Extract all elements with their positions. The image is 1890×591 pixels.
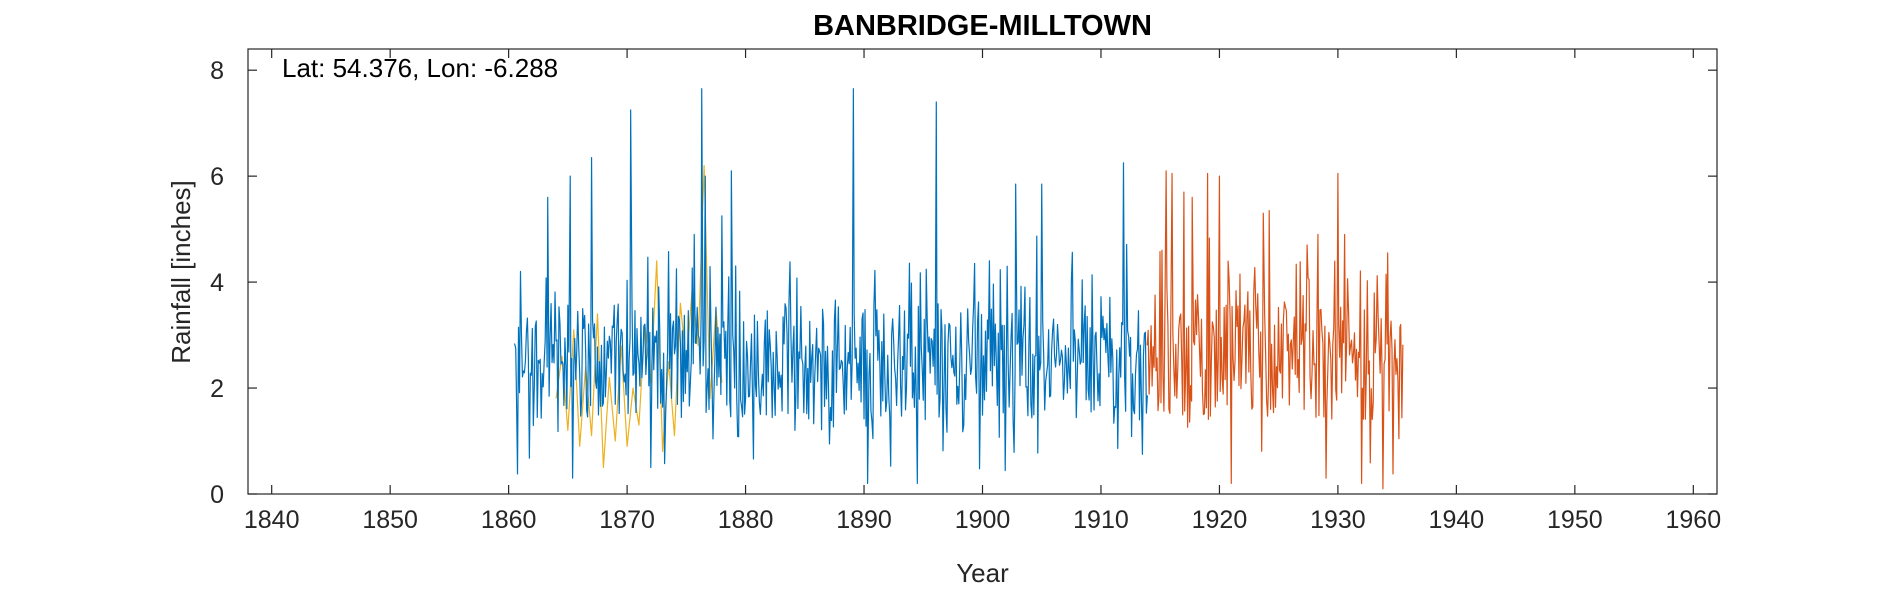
y-tick-label: 0 bbox=[210, 481, 224, 509]
y-tick-label: 4 bbox=[210, 269, 224, 297]
x-tick-label: 1890 bbox=[836, 506, 892, 534]
x-tick-label: 1880 bbox=[718, 506, 774, 534]
x-tick-label: 1860 bbox=[481, 506, 537, 534]
x-tick-label: 1910 bbox=[1073, 506, 1129, 534]
location-annotation: Lat: 54.376, Lon: -6.288 bbox=[282, 53, 558, 83]
plot-lines bbox=[513, 88, 1404, 490]
x-tick-label: 1940 bbox=[1429, 506, 1485, 534]
x-tick-label: 1850 bbox=[362, 506, 418, 534]
x-axis-title: Year bbox=[956, 558, 1009, 588]
x-tick-label: 1920 bbox=[1192, 506, 1248, 534]
x-tick-label: 1950 bbox=[1547, 506, 1603, 534]
axes-box bbox=[247, 48, 1718, 495]
x-tick-label: 1900 bbox=[955, 506, 1011, 534]
y-tick-label: 6 bbox=[210, 163, 224, 191]
x-tick-label: 1930 bbox=[1310, 506, 1366, 534]
series-line bbox=[513, 88, 1148, 484]
axis-ticks: 1840 1850 1860 1870 1880 1890 1900 1910 1920 1930… bbox=[210, 49, 1721, 534]
y-tick-label: 8 bbox=[210, 57, 224, 85]
x-tick-label: 1960 bbox=[1665, 506, 1721, 534]
y-tick-label: 2 bbox=[210, 375, 224, 403]
y-axis-title: Rainfall [inches] bbox=[166, 180, 196, 364]
x-tick-label: 1870 bbox=[599, 506, 655, 534]
series-line bbox=[1146, 170, 1404, 490]
chart-title: BANBRIDGE-MILLTOWN bbox=[813, 10, 1152, 42]
x-tick-label: 1840 bbox=[244, 506, 300, 534]
